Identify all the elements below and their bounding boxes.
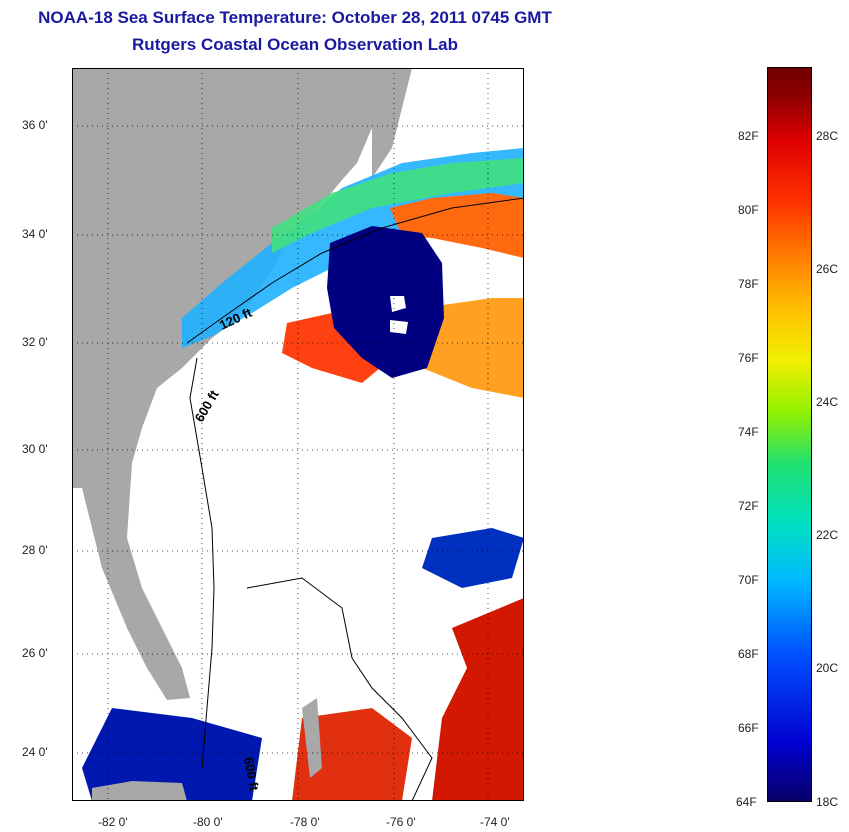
lat-label-30: 30 0' <box>22 442 48 456</box>
sst-warm-south <box>432 598 524 801</box>
lon-label-80: -80 0' <box>193 815 223 829</box>
map-grid <box>72 68 524 801</box>
colorbar-label-76f: 76F <box>738 351 759 365</box>
sst-warm-east <box>422 298 524 398</box>
land-coast-detail <box>372 68 412 178</box>
colorbar-label-20c: 20C <box>816 661 839 675</box>
colorbar-label-70f: 70F <box>738 573 759 587</box>
lat-label-24: 24 0' <box>22 745 48 759</box>
bahamas-land <box>302 698 322 778</box>
colorbar-label-18c: 18C <box>816 795 839 809</box>
lat-label-34: 34 0' <box>22 227 48 241</box>
land-mainland <box>72 68 390 700</box>
sst-warm-south-2 <box>292 708 412 801</box>
lon-label-82: -82 0' <box>98 815 128 829</box>
colorbar-label-72f: 72F <box>738 499 759 513</box>
sst-map: 120 ft 600 ft 600 ft <box>72 68 524 801</box>
contour-120ft <box>186 197 524 344</box>
contour-label-600ft-south: 600 ft <box>241 756 262 793</box>
lon-label-74: -74 0' <box>480 815 510 829</box>
colorbar-label-82f: 82F <box>738 129 759 143</box>
lon-label-78: -78 0' <box>290 815 320 829</box>
lat-label-32: 32 0' <box>22 335 48 349</box>
colorbar-label-22c: 22C <box>816 528 839 542</box>
colorbar-label-80f: 80F <box>738 203 759 217</box>
colorbar-label-68f: 68F <box>738 647 759 661</box>
map-frame <box>72 68 524 801</box>
colorbar-label-24c: 24C <box>816 395 839 409</box>
map-subtitle: Rutgers Coastal Ocean Observation Lab <box>132 35 458 54</box>
bahamas-banks <box>246 577 433 801</box>
sst-colorbar <box>767 67 812 802</box>
florida-keys-land <box>92 781 187 801</box>
colorbar-label-28c: 28C <box>816 129 839 143</box>
lat-label-28: 28 0' <box>22 543 48 557</box>
colorbar-label-78f: 78F <box>738 277 759 291</box>
sst-map-svg: 120 ft 600 ft 600 ft <box>72 68 524 801</box>
sst-cold-south <box>82 708 262 801</box>
lon-label-76: -76 0' <box>386 815 416 829</box>
colorbar-label-74f: 74F <box>738 425 759 439</box>
colorbar-label-66f: 66F <box>738 721 759 735</box>
contour-600ft <box>189 357 215 769</box>
sst-cold-island-2 <box>390 320 408 334</box>
colorbar-label-26c: 26C <box>816 262 839 276</box>
map-title: NOAA-18 Sea Surface Temperature: October… <box>38 8 552 27</box>
lat-label-26: 26 0' <box>22 646 48 660</box>
colorbar-label-64f: 64F <box>736 795 757 809</box>
sst-green-band <box>272 158 524 253</box>
sst-cold-eddy <box>327 226 444 378</box>
lat-label-36: 36 0' <box>22 118 48 132</box>
sst-cold-patch-east <box>422 528 524 588</box>
sst-warm-patch-north <box>390 193 524 258</box>
